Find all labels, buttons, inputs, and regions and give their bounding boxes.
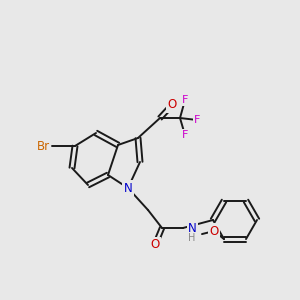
Text: O: O (209, 225, 219, 238)
Text: N: N (188, 221, 197, 235)
Text: N: N (124, 182, 132, 194)
Text: F: F (182, 95, 188, 105)
Text: O: O (167, 98, 177, 112)
Text: O: O (150, 238, 160, 251)
Text: F: F (182, 130, 188, 140)
Text: H: H (188, 233, 195, 243)
Text: Br: Br (36, 140, 50, 152)
Text: F: F (194, 115, 200, 125)
